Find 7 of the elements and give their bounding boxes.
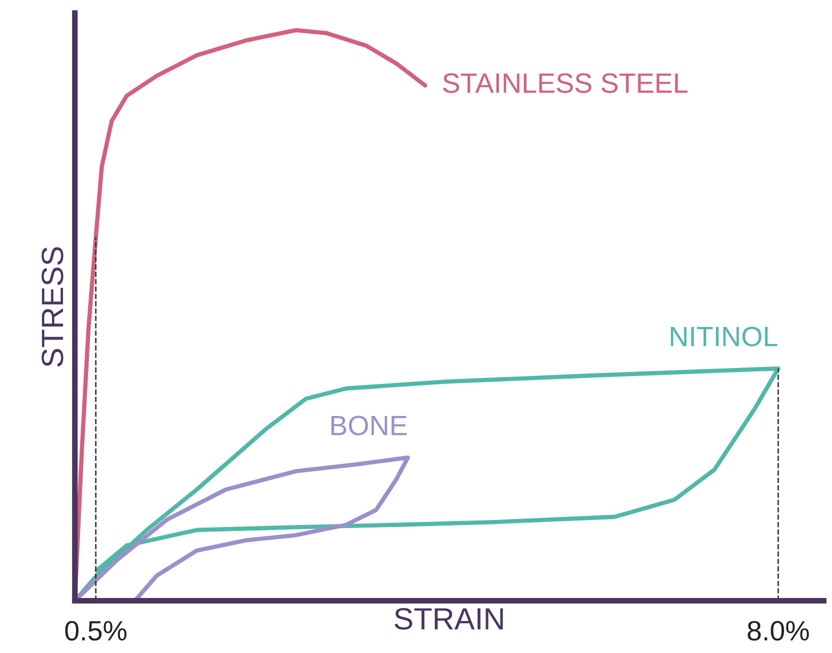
x-tick-label: 8.0% [748, 620, 809, 641]
series-label: STAINLESS STEEL [443, 73, 688, 93]
y-axis-title: STRESS [42, 247, 64, 367]
x-axis-title: STRAIN [394, 608, 503, 630]
series-label: NITINOL [670, 326, 778, 346]
series-label: BONE [331, 416, 407, 436]
x-tick-label: 0.5% [65, 620, 126, 641]
